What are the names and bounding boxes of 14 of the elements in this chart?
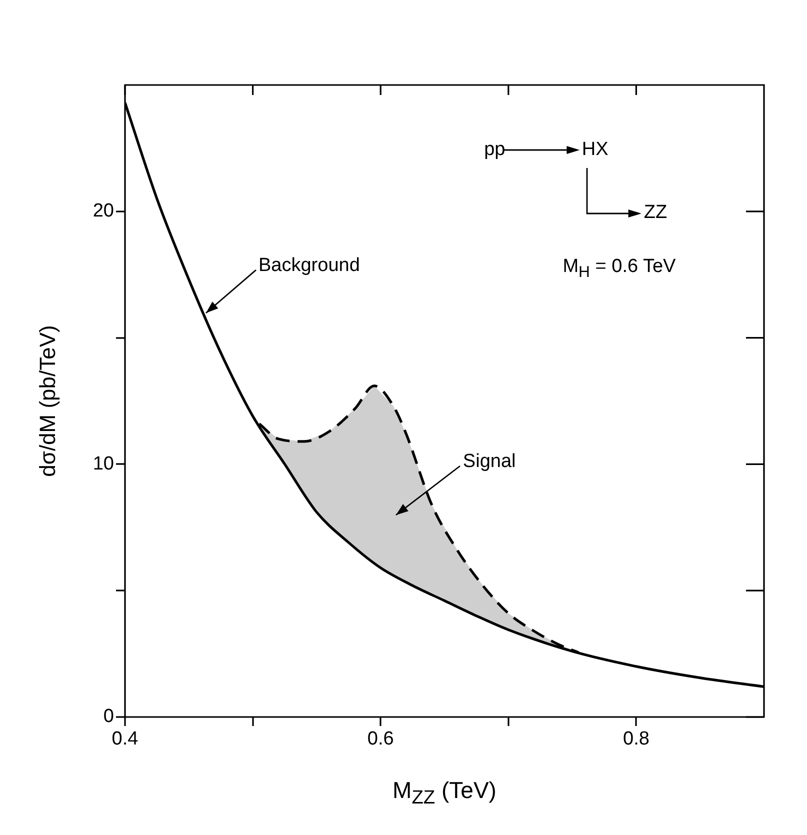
x-tick-label: 0.8 (622, 728, 650, 750)
x-tick-label: 0.6 (367, 728, 394, 750)
y-axis-title: dσ/dM (pb/TeV) (35, 325, 60, 477)
x-tick-label: 0.4 (112, 728, 139, 750)
x-axis-title: M$_{ZZ}$ (TeV) (392, 777, 496, 809)
annotation: ZZ (644, 202, 668, 224)
annotation: Signal (462, 450, 516, 472)
y-tick-label: 0 (103, 706, 114, 728)
annotation: Background (258, 254, 360, 276)
y-tick-label: 20 (92, 200, 114, 222)
annotation: HX (582, 139, 608, 160)
annotation: pp (484, 139, 506, 160)
annotation: M$_{H}$ = 0.6 TeV (562, 256, 676, 281)
y-tick-label: 10 (92, 453, 114, 474)
